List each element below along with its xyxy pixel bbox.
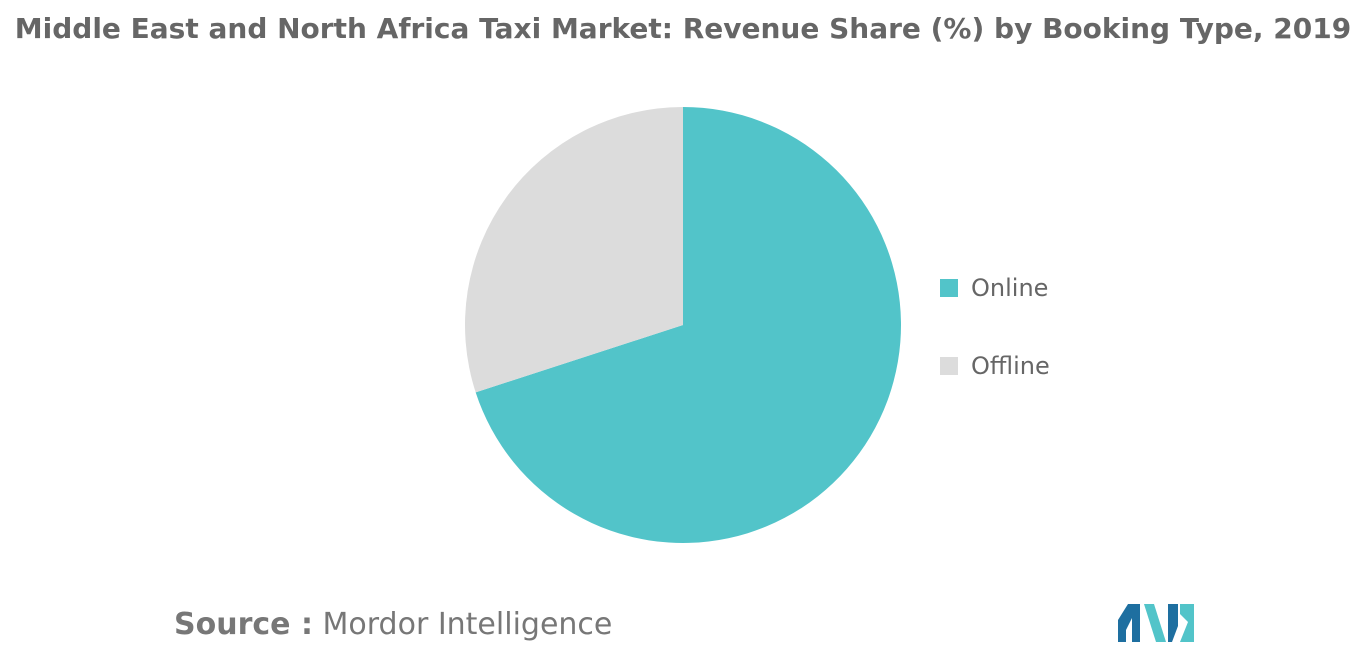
legend-label-offline: Offline	[971, 352, 1050, 380]
source-name: Mordor Intelligence	[322, 607, 613, 642]
pie-slice-offline	[464, 107, 683, 393]
legend-item-offline: Offline	[940, 346, 1050, 386]
legend-swatch-offline	[940, 357, 958, 375]
mordor-intelligence-logo-icon	[1118, 604, 1194, 642]
pie-slice-online	[475, 107, 901, 543]
pie-slices	[464, 107, 901, 543]
source-prefix: Source :	[174, 607, 313, 642]
chart-legend: Online Offline	[940, 268, 1050, 424]
legend-swatch-online	[940, 279, 958, 297]
chart-title: Middle East and North Africa Taxi Market…	[14, 12, 1352, 45]
legend-item-online: Online	[940, 268, 1050, 308]
source-credit: Source : Mordor Intelligence	[174, 607, 612, 642]
legend-label-online: Online	[971, 274, 1049, 302]
